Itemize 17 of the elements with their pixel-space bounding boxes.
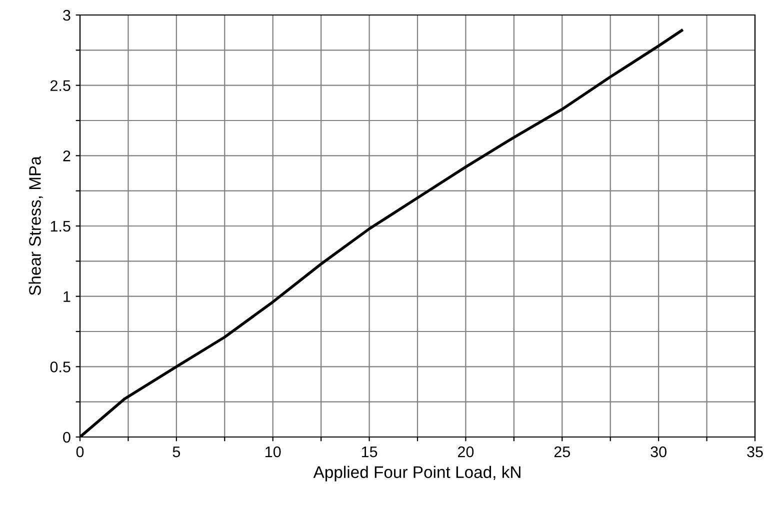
y-tick-label: 0: [63, 432, 70, 443]
x-tick-label: 15: [362, 446, 378, 458]
y-tick-label: 2: [63, 150, 70, 162]
x-tick-label: 20: [458, 446, 474, 458]
y-tick-label: 1: [64, 291, 70, 302]
x-axis-title: Applied Four Point Load, kN: [313, 466, 520, 482]
x-tick-label: 5: [172, 446, 180, 458]
x-tick-label: 30: [650, 446, 666, 458]
x-tick-label: 10: [266, 446, 281, 458]
y-tick-label: 3: [63, 10, 70, 21]
x-tick-label: 0: [76, 446, 84, 458]
x-tick-label: 25: [554, 446, 570, 458]
y-tick-label: 1.5: [50, 221, 70, 232]
y-tick-label: 2.5: [50, 80, 70, 92]
x-tick-label: 35: [747, 446, 763, 458]
y-tick-label: 0.5: [50, 362, 70, 372]
y-axis-title: Shear Stress, MPa: [28, 156, 43, 296]
